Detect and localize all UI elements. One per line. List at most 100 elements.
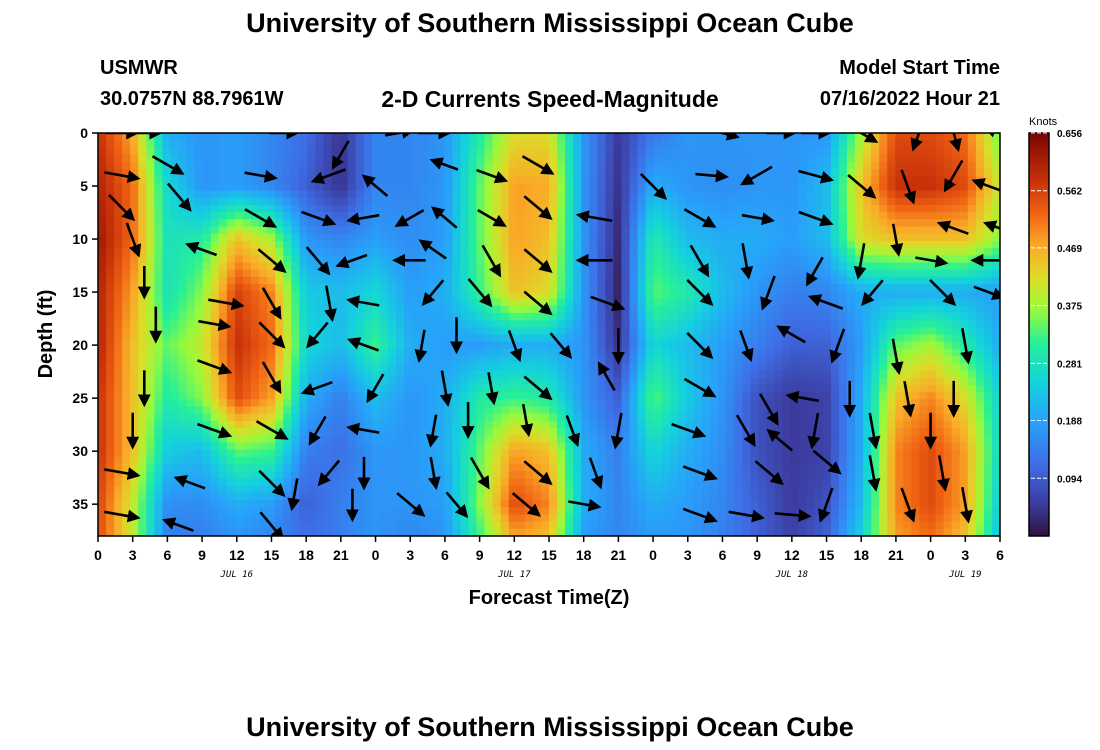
heat-cell bbox=[653, 334, 663, 343]
heat-cell bbox=[790, 356, 800, 364]
heat-cell bbox=[460, 269, 470, 278]
heat-cell bbox=[444, 154, 453, 163]
heat-cell bbox=[637, 442, 647, 451]
heat-cell bbox=[379, 392, 389, 400]
heat-cell bbox=[766, 147, 776, 156]
heat-cell bbox=[621, 406, 631, 415]
heat-cell bbox=[983, 320, 993, 328]
heat-cell bbox=[444, 183, 453, 192]
heat-cell bbox=[959, 183, 969, 192]
heat-cell bbox=[122, 377, 131, 386]
heat-cell bbox=[291, 168, 300, 177]
heat-cell bbox=[911, 298, 921, 307]
heat-cell bbox=[766, 334, 776, 343]
heat-cell bbox=[170, 312, 180, 321]
heat-cell bbox=[363, 435, 373, 444]
heat-cell bbox=[460, 334, 470, 343]
heat-cell bbox=[162, 356, 172, 364]
heat-cell bbox=[194, 442, 204, 451]
heat-cell bbox=[838, 334, 848, 343]
heat-cell bbox=[178, 255, 188, 264]
heat-cell bbox=[315, 269, 325, 278]
heat-cell bbox=[307, 442, 317, 451]
heat-cell bbox=[734, 348, 743, 357]
heat-cell bbox=[339, 449, 349, 458]
heat-cell bbox=[404, 233, 413, 242]
heat-cell bbox=[565, 406, 574, 415]
heat-cell bbox=[677, 219, 687, 228]
heat-cell bbox=[138, 176, 147, 184]
heat-cell bbox=[855, 291, 864, 300]
heat-cell bbox=[210, 384, 220, 393]
heat-cell bbox=[935, 428, 945, 436]
heat-cell bbox=[661, 406, 671, 415]
heat-cell bbox=[146, 168, 155, 177]
heat-cell bbox=[975, 370, 985, 379]
heat-cell bbox=[114, 356, 123, 364]
heat-cell bbox=[605, 291, 615, 300]
heat-cell bbox=[991, 320, 1000, 328]
heat-cell bbox=[114, 140, 123, 148]
heat-cell bbox=[242, 284, 252, 292]
heat-cell bbox=[895, 428, 904, 436]
heat-cell bbox=[210, 168, 220, 177]
heat-cell bbox=[194, 370, 204, 379]
heat-cell bbox=[194, 392, 204, 400]
heat-cell bbox=[363, 269, 373, 278]
heat-cell bbox=[693, 183, 703, 192]
heat-cell bbox=[557, 176, 566, 184]
heat-cell bbox=[983, 212, 993, 220]
heat-cell bbox=[404, 276, 413, 285]
heat-cell bbox=[122, 161, 131, 170]
heat-cell bbox=[959, 168, 969, 177]
heat-cell bbox=[661, 197, 671, 206]
heat-cell bbox=[822, 168, 832, 177]
heat-cell bbox=[975, 363, 985, 372]
heat-cell bbox=[959, 219, 969, 228]
heat-cell bbox=[122, 190, 131, 199]
heat-cell bbox=[516, 140, 526, 148]
heat-cell bbox=[299, 269, 308, 278]
heat-cell bbox=[895, 312, 904, 321]
heat-cell bbox=[629, 413, 639, 422]
heat-cell bbox=[210, 298, 220, 307]
heat-cell bbox=[315, 377, 325, 386]
heat-cell bbox=[387, 147, 397, 156]
heat-cell bbox=[299, 161, 308, 170]
heat-cell bbox=[452, 204, 462, 213]
heat-cell bbox=[323, 406, 333, 415]
heat-cell bbox=[500, 348, 510, 357]
heat-cell bbox=[782, 183, 792, 192]
heat-cell bbox=[532, 392, 542, 400]
heat-cell bbox=[573, 449, 582, 458]
heat-cell bbox=[782, 276, 792, 285]
heat-cell bbox=[339, 428, 349, 436]
heat-cell bbox=[420, 190, 429, 199]
heat-cell bbox=[146, 341, 155, 350]
heat-cell bbox=[846, 348, 856, 357]
heat-cell bbox=[291, 334, 300, 343]
heat-cell bbox=[395, 413, 405, 422]
heat-cell bbox=[903, 204, 913, 213]
heat-cell bbox=[331, 255, 341, 264]
heat-cell bbox=[202, 305, 212, 314]
heat-cell bbox=[371, 320, 381, 328]
heat-cell bbox=[782, 428, 792, 436]
heat-cell bbox=[838, 284, 848, 292]
heat-cell bbox=[830, 248, 840, 256]
heat-cell bbox=[363, 377, 373, 386]
heat-cell bbox=[557, 370, 566, 379]
heat-cell bbox=[315, 212, 325, 220]
heat-cell bbox=[267, 269, 276, 278]
heat-cell bbox=[508, 392, 518, 400]
heat-cell bbox=[653, 341, 663, 350]
heat-cell bbox=[436, 284, 445, 292]
heat-cell bbox=[734, 212, 743, 220]
heat-cell bbox=[589, 168, 598, 177]
heat-cell bbox=[637, 377, 647, 386]
heat-cell bbox=[903, 327, 913, 336]
heat-cell bbox=[412, 219, 421, 228]
heat-cell bbox=[855, 197, 864, 206]
heat-cell bbox=[879, 363, 888, 372]
heat-cell bbox=[830, 133, 840, 141]
